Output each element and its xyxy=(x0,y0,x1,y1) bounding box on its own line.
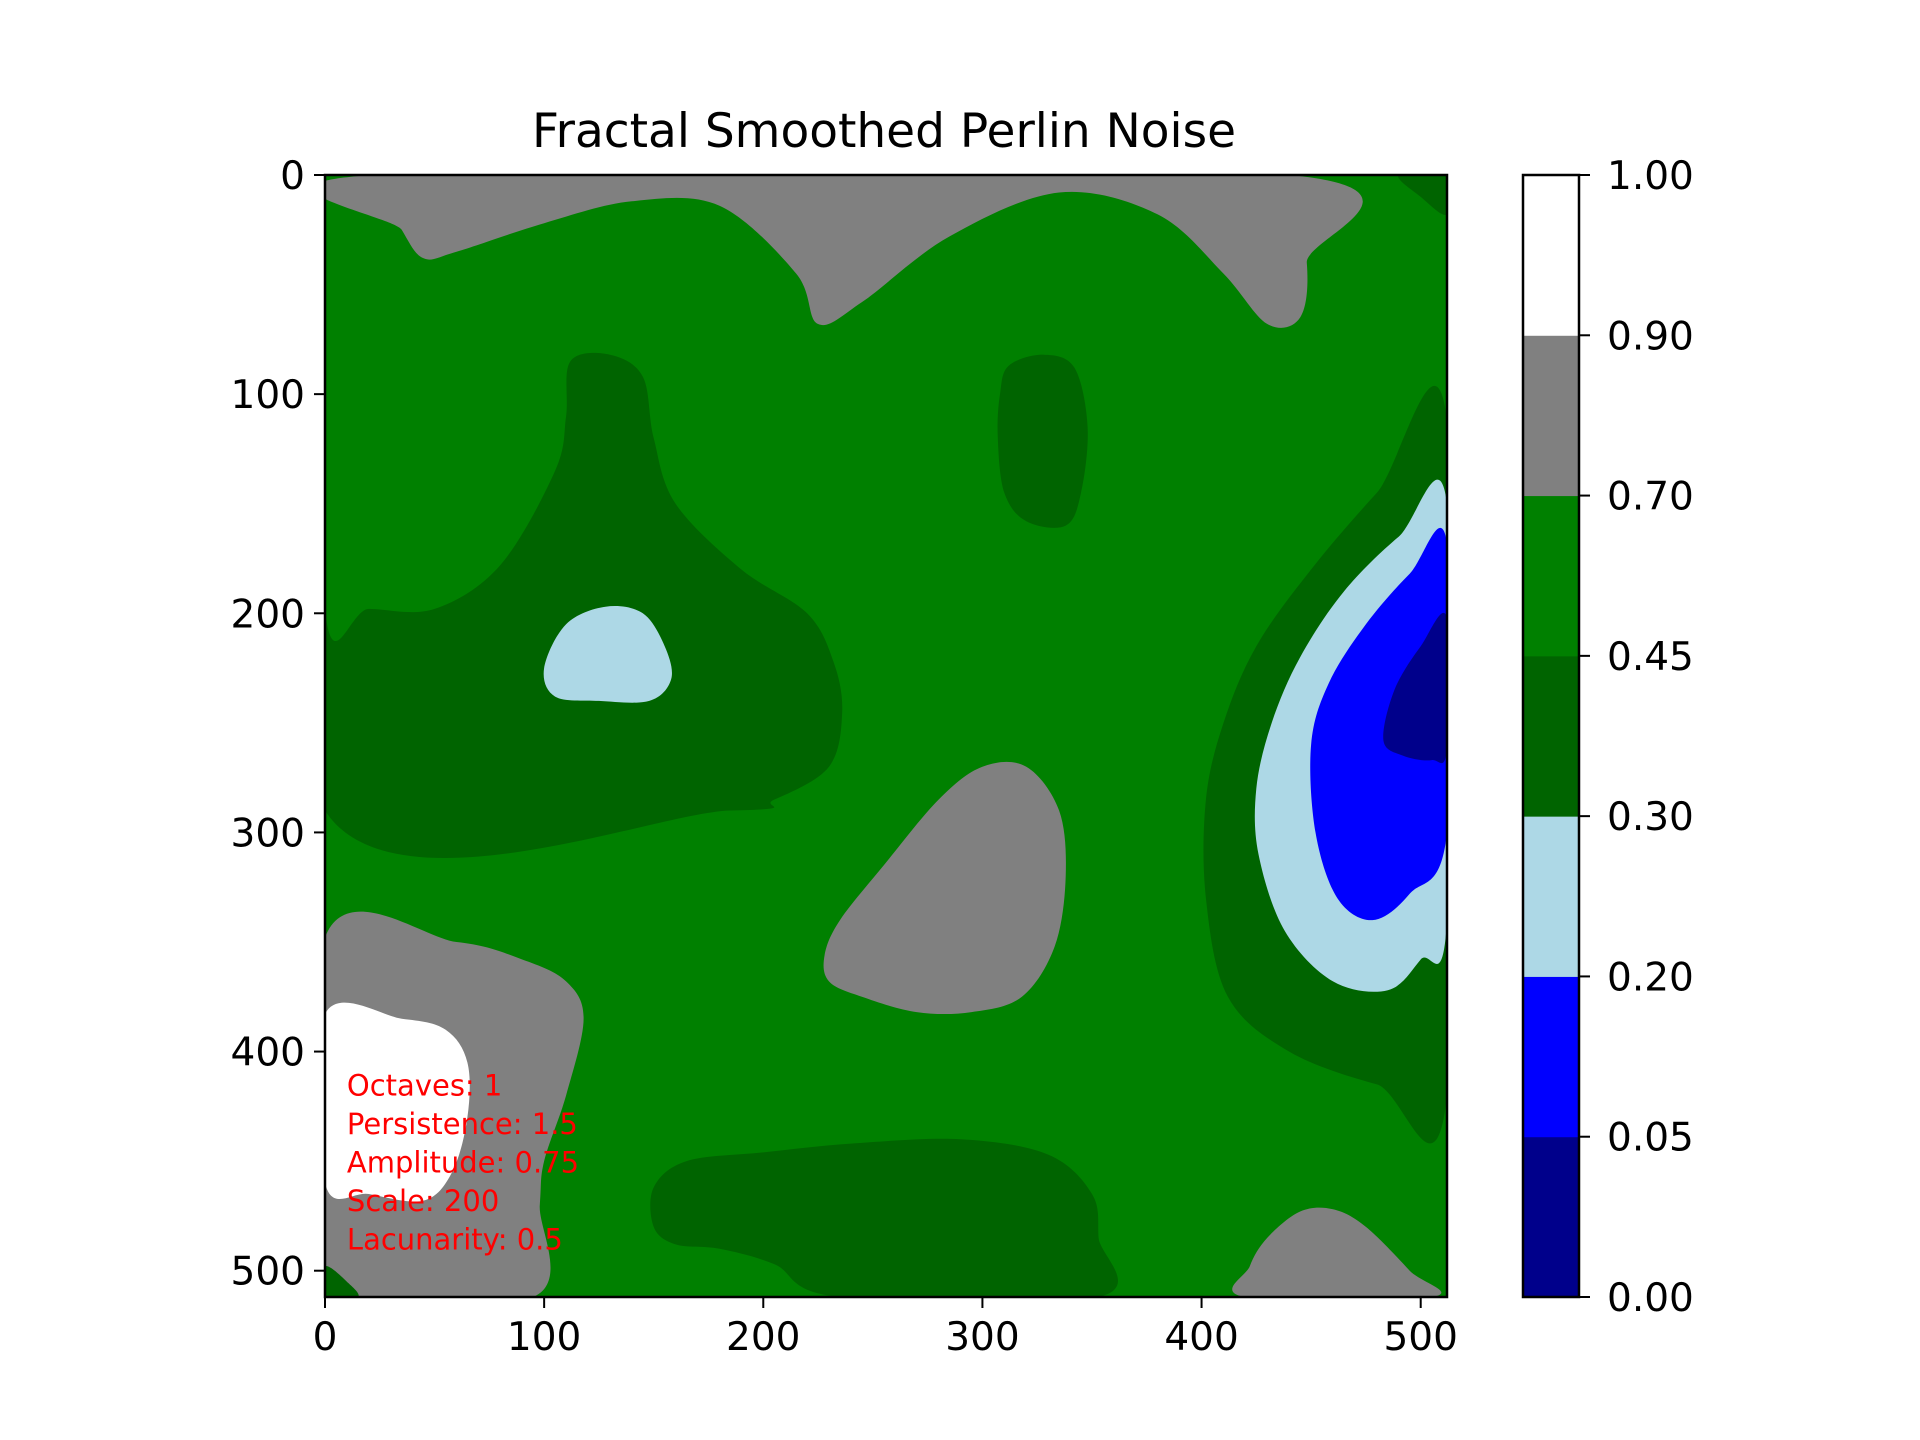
colorbar-frame xyxy=(1521,173,1581,1299)
heatmap-region-4 xyxy=(997,354,1088,528)
x-tick-label-5: 500 xyxy=(1383,1315,1457,1360)
annotation-persistence: Persistence: 1.5 xyxy=(347,1107,578,1141)
colorbar-tick-label-2: 0.20 xyxy=(1607,955,1694,1000)
parameter-annotations: Octaves: 1 Persistence: 1.5 Amplitude: 0… xyxy=(347,1068,579,1256)
chart-title: Fractal Smoothed Perlin Noise xyxy=(532,104,1236,159)
colorbar-band-4 xyxy=(1523,495,1579,657)
colorbar-band-3 xyxy=(1523,655,1579,817)
y-tick-label-5: 500 xyxy=(231,1250,305,1295)
x-tick-label-4: 400 xyxy=(1164,1315,1238,1360)
annotation-scale: Scale: 200 xyxy=(347,1184,499,1218)
y-tick-label-4: 400 xyxy=(231,1031,305,1076)
y-axis: 0 100 200 300 400 500 xyxy=(231,154,325,1295)
colorbar-tick-label-0: 0.00 xyxy=(1607,1276,1694,1321)
heatmap-region-1 xyxy=(1398,175,1447,215)
heatmap-region-13 xyxy=(650,1138,1118,1297)
y-tick-label-3: 300 xyxy=(231,811,305,856)
colorbar: 0.00 0.05 0.20 0.30 0.45 0.70 0.90 1.00 xyxy=(1521,154,1694,1321)
colorbar-band-6 xyxy=(1523,175,1579,336)
heatmap-region-11 xyxy=(325,1002,470,1202)
colorbar-band-5 xyxy=(1523,335,1579,497)
colorbar-band-1 xyxy=(1523,976,1579,1138)
heatmap-regions xyxy=(325,175,1447,1297)
annotation-amplitude: Amplitude: 0.75 xyxy=(347,1145,579,1179)
colorbar-tick-label-6: 0.90 xyxy=(1607,314,1694,359)
heatmap-region-2 xyxy=(325,175,843,858)
y-tick-label-2: 200 xyxy=(231,592,305,637)
colorbar-tick-label-3: 0.30 xyxy=(1607,795,1694,840)
x-tick-label-0: 0 xyxy=(313,1315,338,1360)
colorbar-bands xyxy=(1523,175,1579,1298)
colorbar-tick-label-7: 1.00 xyxy=(1607,154,1694,199)
colorbar-tick-label-5: 0.70 xyxy=(1607,475,1694,520)
heatmap-region-7 xyxy=(1310,527,1447,921)
colorbar-ticks: 0.00 0.05 0.20 0.30 0.45 0.70 0.90 1.00 xyxy=(1579,154,1694,1321)
heatmap-region-14 xyxy=(1232,1207,1442,1297)
heatmap-region-3 xyxy=(543,606,672,703)
x-tick-label-3: 300 xyxy=(945,1315,1019,1360)
heatmap-region-9 xyxy=(823,761,1066,1015)
heatmap-region-12 xyxy=(325,1266,359,1297)
x-tick-label-1: 100 xyxy=(507,1315,581,1360)
colorbar-band-0 xyxy=(1523,1136,1579,1298)
x-tick-label-2: 200 xyxy=(726,1315,800,1360)
heatmap-plot-area: Octaves: 1 Persistence: 1.5 Amplitude: 0… xyxy=(323,173,1449,1299)
y-tick-label-1: 100 xyxy=(231,373,305,418)
colorbar-tick-label-4: 0.45 xyxy=(1607,635,1694,680)
x-axis: 0 100 200 300 400 500 xyxy=(313,1297,1458,1360)
heatmap-region-0 xyxy=(325,175,1363,328)
annotation-octaves: Octaves: 1 xyxy=(347,1068,502,1102)
plot-frame xyxy=(323,173,1449,1299)
annotation-lacunarity: Lacunarity: 0.5 xyxy=(347,1222,563,1256)
colorbar-tick-label-1: 0.05 xyxy=(1607,1116,1694,1161)
colorbar-band-2 xyxy=(1523,816,1579,977)
y-tick-label-0: 0 xyxy=(280,154,305,199)
heatmap-region-8 xyxy=(1383,612,1447,764)
